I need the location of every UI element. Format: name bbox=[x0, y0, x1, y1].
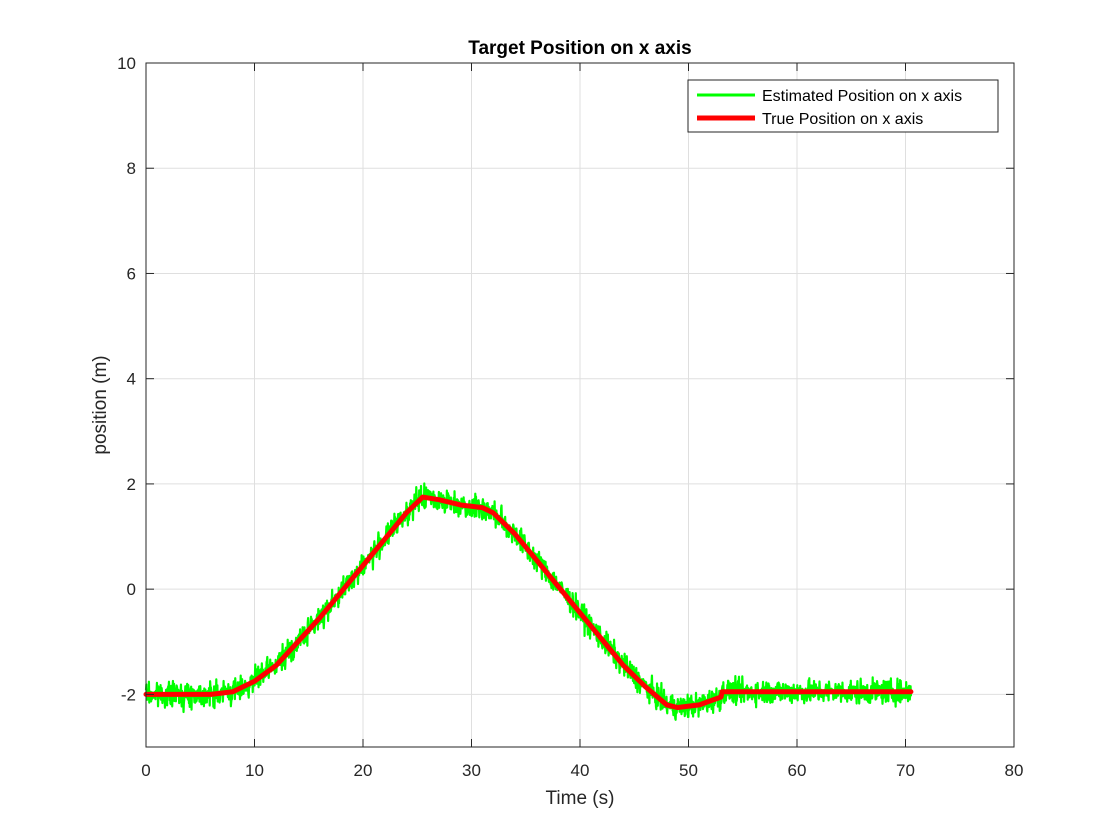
series-layer bbox=[143, 482, 914, 721]
y-tick-label: 0 bbox=[127, 580, 136, 599]
legend-label-true: True Position on x axis bbox=[762, 111, 923, 128]
x-tick-label: 20 bbox=[354, 761, 373, 780]
y-tick-label: -2 bbox=[121, 685, 136, 704]
x-tick-label: 10 bbox=[245, 761, 264, 780]
legend: Estimated Position on x axis True Positi… bbox=[687, 79, 999, 133]
y-tick-label: 6 bbox=[127, 264, 136, 283]
y-tick-label: 10 bbox=[117, 54, 136, 73]
y-axis-label: position (m) bbox=[90, 355, 111, 454]
axes: 0 10 20 30 40 50 60 70 80 -2 0 2 4 6 8 10 bbox=[117, 54, 1023, 780]
chart-title: Target Position on x axis bbox=[468, 38, 691, 59]
y-tick-label: 4 bbox=[127, 370, 136, 389]
x-tick-label: 40 bbox=[571, 761, 590, 780]
y-tick-label: 2 bbox=[127, 475, 136, 494]
y-tick-label: 8 bbox=[127, 159, 136, 178]
x-tick-label: 50 bbox=[679, 761, 698, 780]
legend-box bbox=[687, 79, 999, 133]
x-tick-label: 30 bbox=[462, 761, 481, 780]
x-axis-label: Time (s) bbox=[546, 788, 615, 809]
x-tick-label: 80 bbox=[1005, 761, 1024, 780]
x-tick-label: 60 bbox=[788, 761, 807, 780]
series-true-line bbox=[143, 494, 914, 711]
legend-label-estimated: Estimated Position on x axis bbox=[762, 88, 962, 105]
x-tick-label: 70 bbox=[896, 761, 915, 780]
x-tick-label: 0 bbox=[141, 761, 150, 780]
